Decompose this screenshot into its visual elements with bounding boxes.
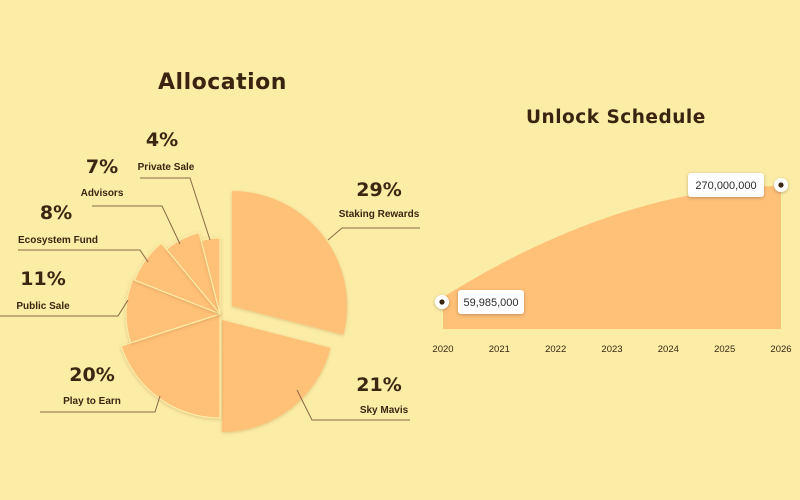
pie-slice-ecosystem-fund [133,242,221,315]
x-tick-2022: 2022 [545,344,566,355]
x-tick-2025: 2025 [714,344,735,355]
end-value-tooltip: 270,000,000 [688,173,764,197]
leader-line-sky-mavis [296,389,410,421]
slice-label-staking-rewards: Staking Rewards [339,209,420,220]
x-tick-2021: 2021 [489,344,510,355]
slice-percent-staking-rewards: 29% [356,179,401,201]
leader-line-ecosystem-fund [18,249,149,263]
allocation-title: Allocation [158,70,287,95]
leader-line-private-sale [140,177,211,241]
unlock-area [443,186,781,329]
x-tick-2024: 2024 [658,344,679,355]
slice-percent-play-to-earn: 20% [69,364,114,386]
unlock-area-chart: 2020 2021 2022 2023 2024 2025 2026 59,985,000 27… [432,173,792,355]
slice-label-advisors: Advisors [81,188,124,199]
leader-line-advisors [92,205,181,245]
pie-slice-advisors [165,231,221,315]
pie-slice-sky-mavis [222,320,331,433]
allocation-pie [120,191,348,433]
slice-percent-advisors: 7% [86,156,118,178]
allocation-labels: 29% Staking Rewards 21% Sky Mavis 20% Play to… [0,129,420,421]
unlock-schedule-title: Unlock Schedule [526,107,706,128]
start-value-tooltip-text: 59,985,000 [463,297,518,309]
pie-slice-private-sale [200,237,221,315]
x-tick-2023: 2023 [601,344,622,355]
slice-percent-sky-mavis: 21% [356,374,401,396]
leader-line-public-sale [0,299,129,317]
slice-percent-ecosystem-fund: 8% [40,202,72,224]
slice-label-public-sale: Public Sale [16,301,70,312]
pie-slice-public-sale [125,278,222,344]
slice-percent-private-sale: 4% [146,129,178,151]
x-tick-2026: 2026 [770,344,791,355]
slice-label-ecosystem-fund: Ecosystem Fund [18,235,98,246]
pie-slice-staking-rewards [232,191,348,335]
start-value-tooltip: 59,985,000 [458,290,524,314]
slice-label-play-to-earn: Play to Earn [63,396,121,407]
slice-percent-public-sale: 11% [20,268,65,290]
end-value-tooltip-text: 270,000,000 [695,180,756,192]
leader-line-staking-rewards [327,227,420,241]
slice-label-sky-mavis: Sky Mavis [360,405,409,416]
leader-line-play-to-earn [40,395,161,413]
x-tick-2020: 2020 [432,344,453,355]
slice-label-private-sale: Private Sale [138,162,195,173]
